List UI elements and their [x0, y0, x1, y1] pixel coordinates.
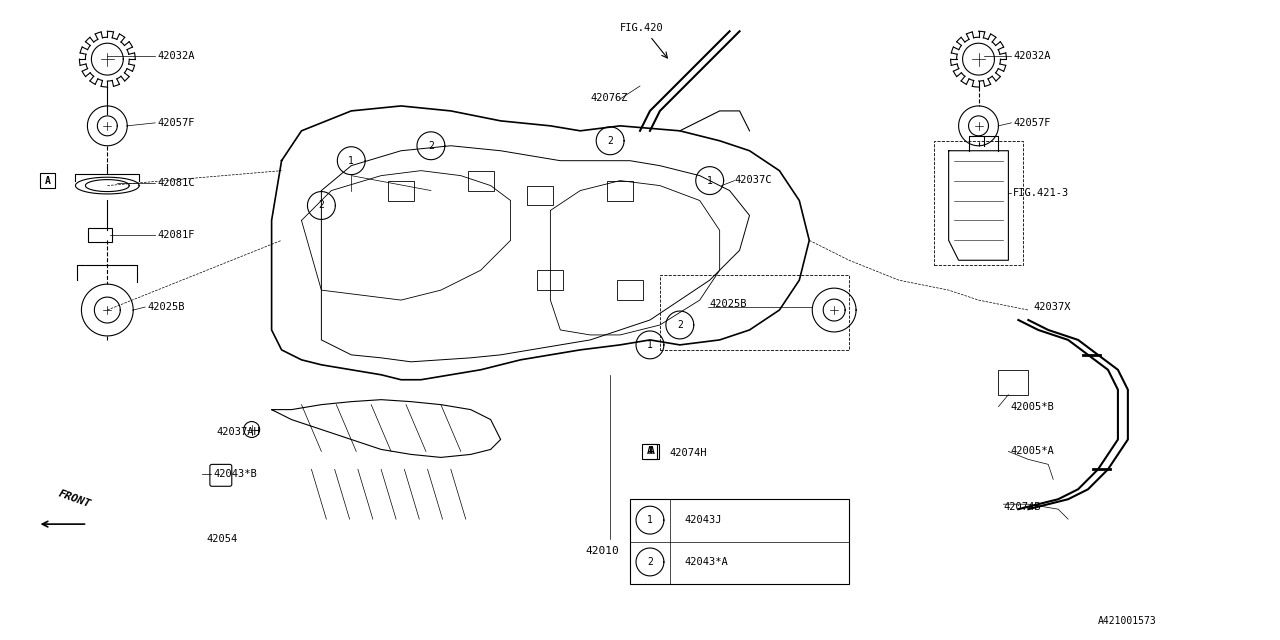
FancyBboxPatch shape [467, 171, 494, 191]
Text: 42032A: 42032A [1014, 51, 1051, 61]
FancyBboxPatch shape [998, 370, 1028, 395]
Text: 42005*A: 42005*A [1010, 447, 1055, 456]
Text: FIG.421-3: FIG.421-3 [1014, 188, 1070, 198]
Text: 42032A: 42032A [157, 51, 195, 61]
FancyBboxPatch shape [210, 465, 232, 486]
Text: A: A [45, 175, 50, 186]
Text: 1: 1 [348, 156, 355, 166]
Text: 42074B: 42074B [1004, 502, 1041, 512]
FancyBboxPatch shape [388, 180, 413, 200]
Text: 2: 2 [646, 557, 653, 567]
Text: 42057F: 42057F [1014, 118, 1051, 128]
Text: 1: 1 [646, 515, 653, 525]
Text: A421001573: A421001573 [1098, 616, 1157, 626]
FancyBboxPatch shape [40, 173, 55, 188]
FancyBboxPatch shape [643, 444, 658, 459]
Text: 42043*A: 42043*A [685, 557, 728, 567]
Text: 2: 2 [319, 200, 324, 211]
Text: 42025B: 42025B [147, 302, 184, 312]
Text: FIG.420: FIG.420 [620, 23, 664, 33]
Text: 1: 1 [707, 175, 713, 186]
Text: 42043*B: 42043*B [214, 469, 257, 479]
Text: 42037X: 42037X [1033, 302, 1071, 312]
Text: 42076Z: 42076Z [590, 93, 627, 103]
Text: 42025B: 42025B [709, 299, 748, 309]
Text: 42010: 42010 [585, 546, 620, 556]
Text: FRONT: FRONT [58, 488, 92, 509]
FancyBboxPatch shape [88, 228, 113, 243]
FancyBboxPatch shape [527, 186, 553, 205]
Text: 42037AH: 42037AH [216, 426, 261, 436]
Text: 42074H: 42074H [669, 449, 708, 458]
Text: 2: 2 [607, 136, 613, 146]
Text: 42037C: 42037C [735, 175, 772, 184]
Text: 42005*B: 42005*B [1010, 402, 1055, 412]
Text: 2: 2 [677, 320, 682, 330]
FancyBboxPatch shape [607, 180, 634, 200]
Text: A: A [646, 447, 653, 456]
Text: 42081F: 42081F [157, 230, 195, 241]
FancyBboxPatch shape [645, 444, 659, 459]
Text: 1: 1 [646, 340, 653, 350]
Circle shape [243, 422, 260, 438]
FancyBboxPatch shape [617, 280, 643, 300]
Text: 2: 2 [428, 141, 434, 151]
Text: A: A [649, 447, 655, 456]
Text: 42054: 42054 [207, 534, 238, 544]
Text: 42043J: 42043J [685, 515, 722, 525]
Text: 42081C: 42081C [157, 177, 195, 188]
Text: 42057F: 42057F [157, 118, 195, 128]
FancyBboxPatch shape [630, 499, 849, 584]
FancyBboxPatch shape [538, 270, 563, 290]
